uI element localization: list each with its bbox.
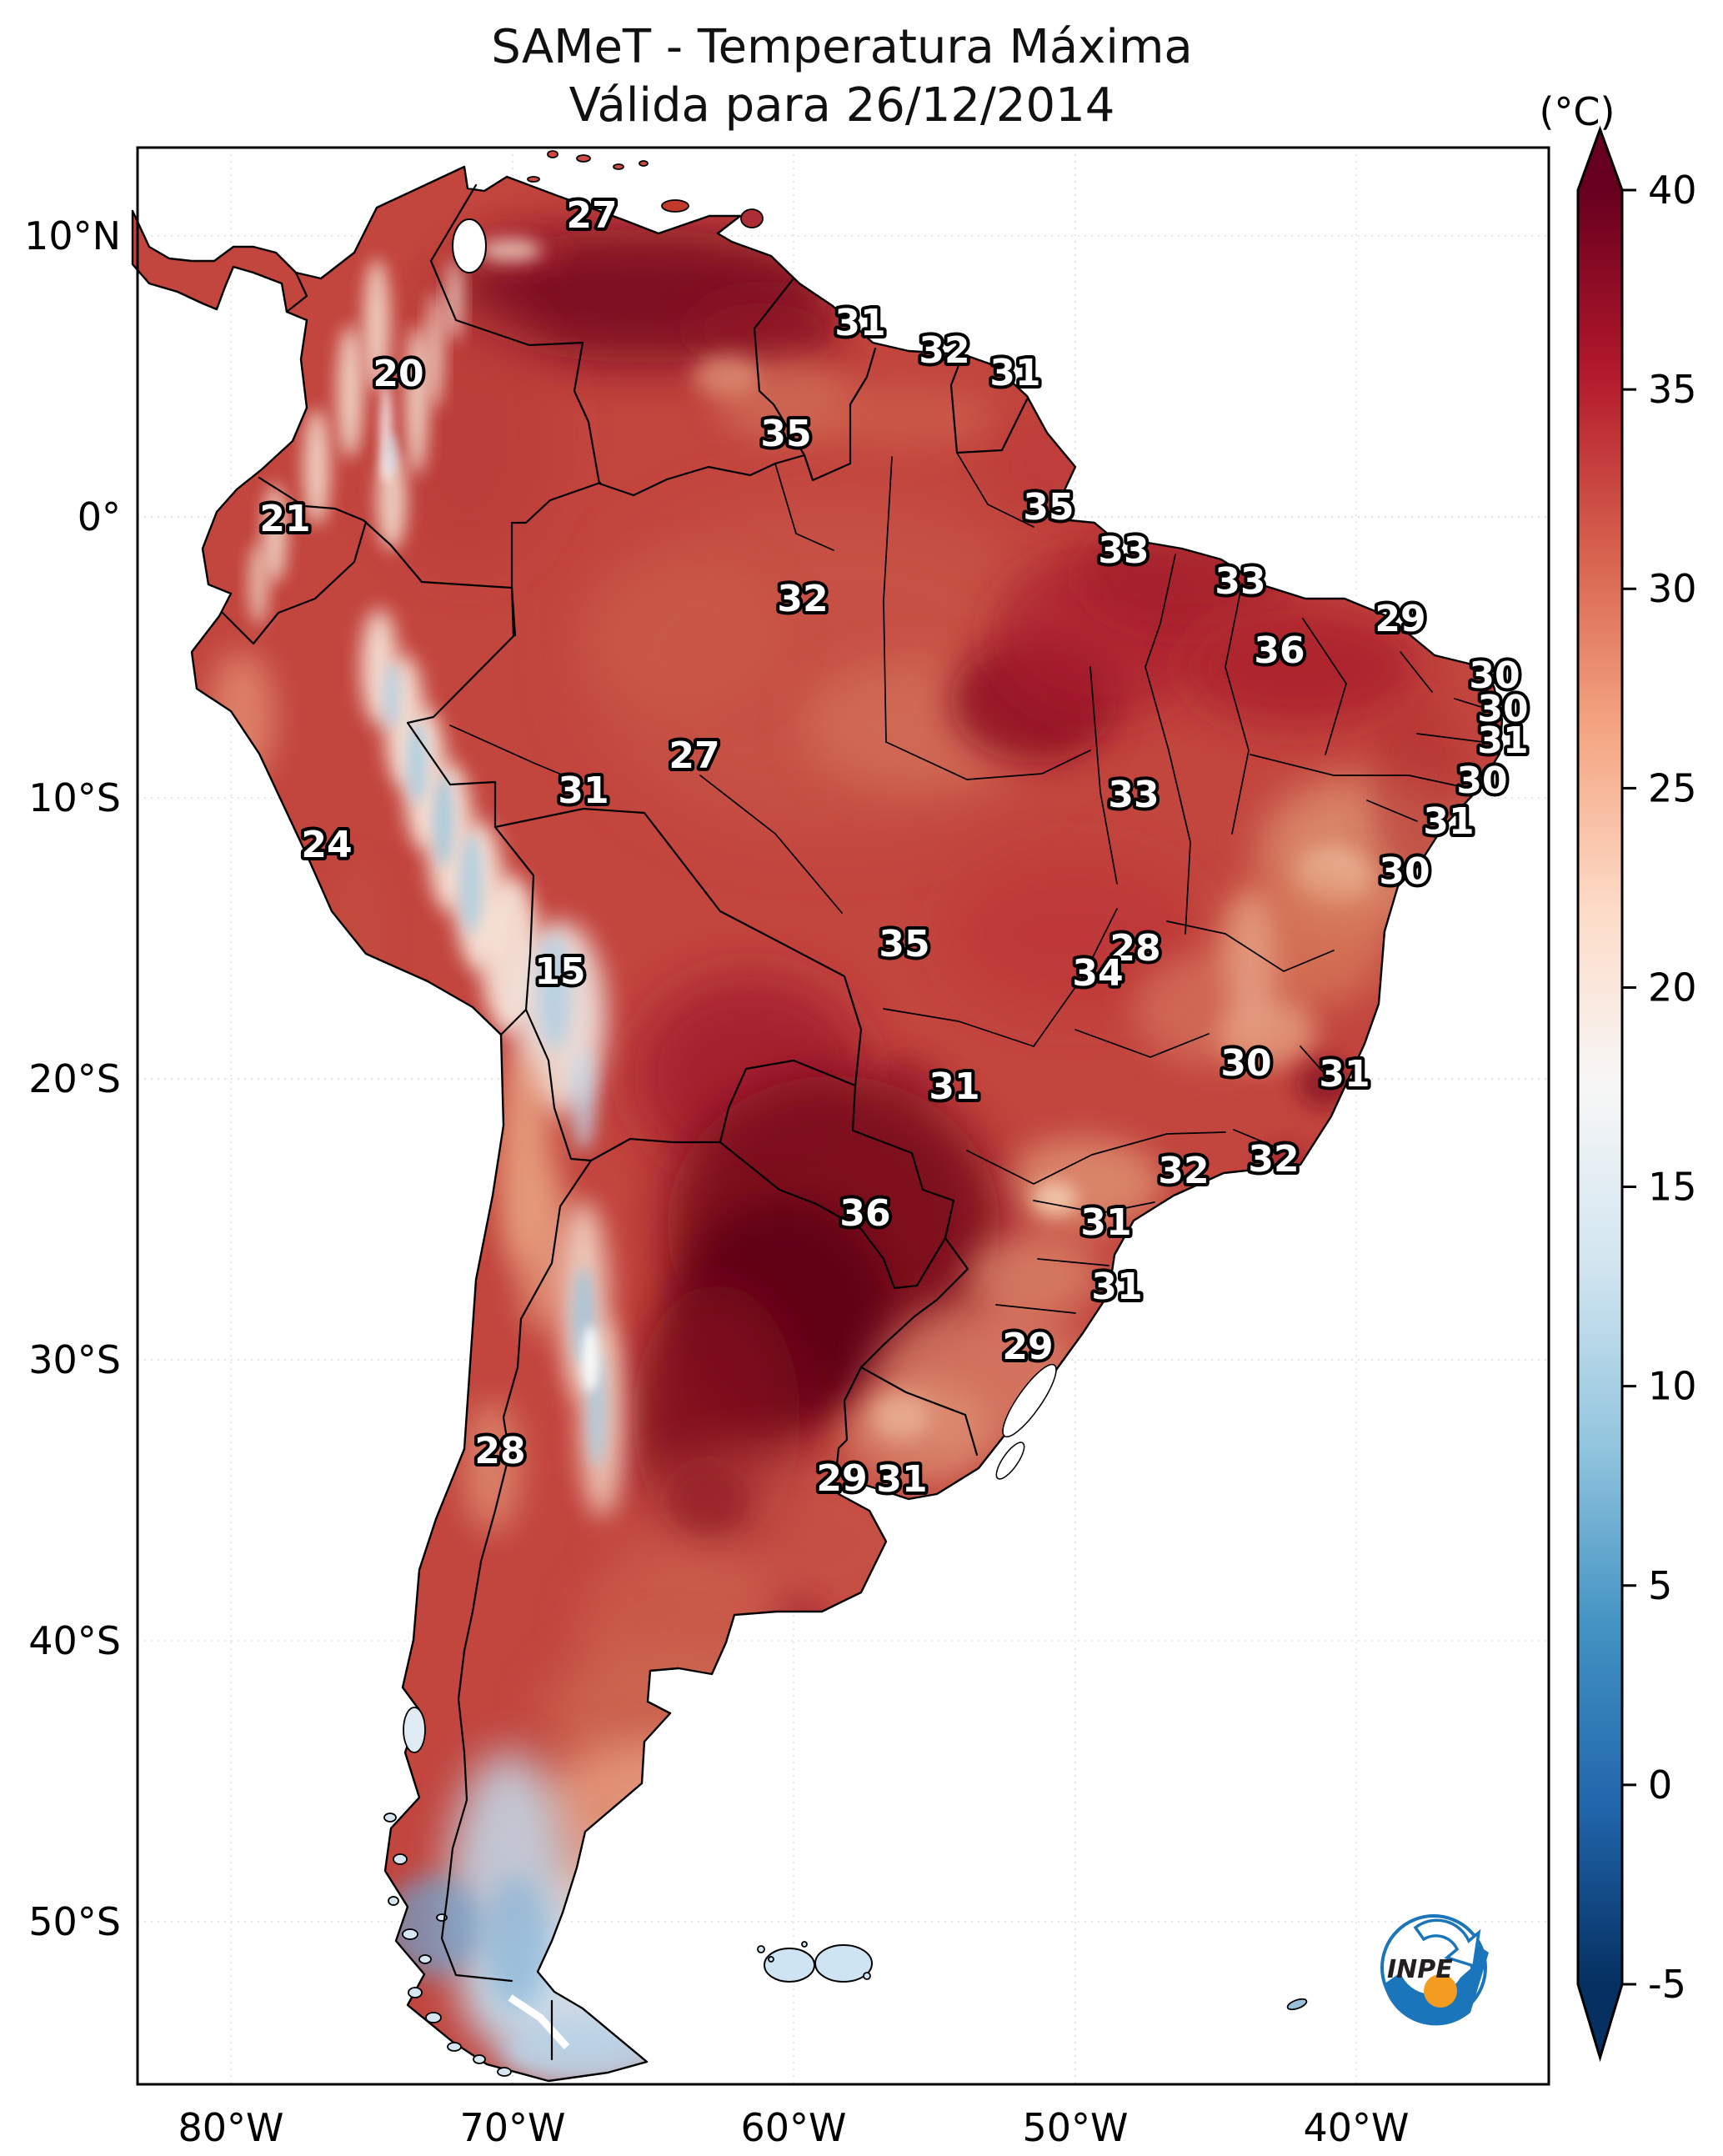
station-value-label: 28: [474, 1430, 525, 1472]
station-value-label: 35: [1023, 486, 1074, 529]
station-value-label: 31: [1091, 1266, 1142, 1308]
station-values: 2720213132313535333329363030313031303227…: [256, 191, 1531, 1504]
state-borders: [449, 452, 1497, 1314]
lat-tick-label: 40°S: [28, 1618, 121, 1663]
colorbar-bar: [1576, 125, 1624, 2063]
lat-tick-label: 50°S: [28, 1899, 121, 1944]
colorbar-tick-label: 40: [1648, 168, 1697, 213]
station-value-label: 32: [777, 578, 828, 620]
lon-tick-label: 60°W: [740, 2105, 846, 2150]
station-value-label: 20: [373, 353, 423, 395]
station-value-label: 31: [1423, 800, 1474, 843]
lake-maracaibo: [452, 218, 487, 273]
colorbar-tick-label: -5: [1648, 1962, 1686, 2007]
colorbar-ticks: 40 35 30 25 20 15 10 5 0 -5: [1622, 168, 1697, 2007]
station-value-label: 36: [839, 1192, 890, 1235]
station-value-label: 29: [1375, 598, 1425, 640]
logo-orange-dot: [1424, 1974, 1457, 2008]
station-value-label: 27: [566, 194, 617, 237]
station-value-label: 34: [1072, 952, 1123, 995]
magellan-strait: [508, 1994, 570, 2050]
colorbar-tick-label: 35: [1648, 367, 1697, 412]
logo-inner-arrow: [1413, 1918, 1481, 1968]
lon-tick-label: 50°W: [1022, 2105, 1128, 2150]
colorbar-tick-label: 25: [1648, 765, 1697, 810]
lat-tick-label: 30°S: [28, 1337, 121, 1382]
lat-tick-label: 10°S: [28, 775, 121, 820]
station-value-label: 31: [1319, 1053, 1370, 1096]
station-value-label: 24: [301, 824, 352, 866]
lagoa-dos-patos: [1002, 1363, 1057, 1438]
map-subtitle: Válida para 26/12/2014: [569, 78, 1115, 133]
logo-text: INPE: [1387, 1955, 1453, 1984]
colorbar: (°C) 40 35 30 25 20 15 10 5 0 -5: [1539, 89, 1697, 2063]
lon-tick-label: 80°W: [178, 2105, 283, 2150]
station-value-label: 35: [760, 413, 811, 455]
station-value-label: 31: [989, 352, 1040, 394]
station-value-label: 32: [1248, 1138, 1299, 1181]
map-title: SAMeT - Temperatura Máxima: [491, 20, 1193, 74]
islands: [383, 150, 1308, 2077]
colorbar-unit-label: (°C): [1539, 89, 1615, 134]
coastline: [131, 165, 1504, 2083]
logo-swoosh-arrow: [1384, 1953, 1489, 2026]
lon-tick-label: 70°W: [459, 2105, 565, 2150]
lat-tick-label: 10°N: [24, 213, 121, 258]
station-value-label: 15: [534, 950, 585, 993]
colorbar-tick-label: 10: [1648, 1364, 1697, 1409]
longitude-axis: 80°W 70°W 60°W 50°W 40°W: [178, 2105, 1409, 2150]
lagoa-mirim: [995, 1442, 1025, 1480]
station-value-label: 35: [879, 923, 929, 965]
lat-tick-label: 0°: [78, 494, 121, 539]
station-value-label: 30: [1220, 1042, 1271, 1085]
station-value-label: 32: [919, 329, 969, 372]
station-value-label: 30: [1456, 760, 1507, 802]
colorbar-tick-label: 15: [1648, 1165, 1697, 1210]
station-value-label: 29: [816, 1457, 867, 1500]
station-value-label: 30: [1477, 688, 1528, 730]
latitude-axis: 10°N 0° 10°S 20°S 30°S 40°S 50°S: [24, 213, 121, 1944]
lon-tick-label: 40°W: [1303, 2105, 1409, 2150]
station-value-label: 30: [1469, 654, 1520, 697]
station-value-label: 32: [1158, 1150, 1209, 1192]
station-value-label: 30: [1379, 850, 1430, 893]
map-frame: [136, 146, 1550, 2086]
station-value-label: 31: [929, 1065, 979, 1108]
station-value-label: 31: [558, 770, 609, 812]
inpe-logo: INPE: [1377, 1911, 1494, 2028]
colorbar-tick-label: 5: [1648, 1563, 1672, 1608]
station-value-label: 33: [1098, 529, 1149, 572]
station-value-label: 29: [1002, 1326, 1053, 1368]
colorbar-tick-label: 20: [1648, 965, 1697, 1010]
station-value-label: 33: [1108, 774, 1159, 816]
station-value-label: 31: [1477, 720, 1528, 762]
station-value-label: 36: [1254, 629, 1305, 672]
colorbar-tick-label: 0: [1648, 1762, 1672, 1808]
station-value-label: 21: [259, 498, 310, 540]
country-borders: [221, 183, 1029, 1983]
station-value-label: 31: [876, 1458, 927, 1501]
station-value-label: 31: [834, 302, 885, 344]
south-america-landmass: [131, 165, 1504, 2083]
station-value-label: 28: [1109, 927, 1160, 970]
station-value-label: 27: [669, 735, 719, 777]
station-value-label: 31: [1080, 1201, 1131, 1244]
lat-tick-label: 20°S: [28, 1056, 121, 1101]
colorbar-tick-label: 30: [1648, 566, 1697, 611]
station-value-label: 33: [1215, 560, 1265, 603]
